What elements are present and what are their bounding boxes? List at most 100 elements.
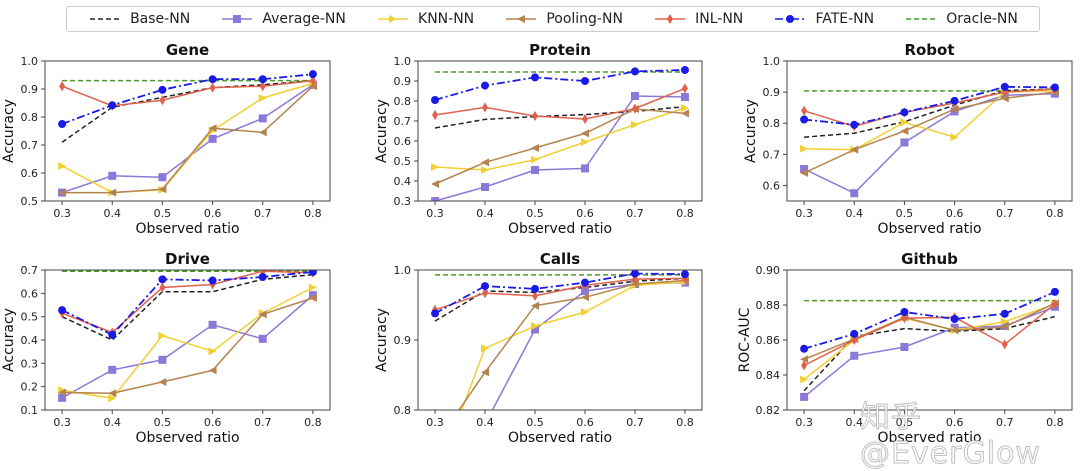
point-pooling-nn-marker: [481, 158, 490, 167]
series-line-average-nn: [491, 281, 686, 410]
point-inl-nn-marker: [159, 282, 166, 293]
y-tick-label: 0.1: [21, 404, 39, 417]
y-axis-label: Accuracy: [1, 308, 17, 372]
legend-item-average-nn: Average-NN: [220, 11, 346, 27]
point-average-nn-marker: [850, 351, 859, 360]
y-tick-label: 1.0: [394, 264, 412, 277]
series-line-base-nn: [803, 315, 1056, 392]
y-tick-label: 0.6: [21, 167, 39, 180]
y-tick-label: 0.82: [756, 404, 781, 417]
point-fate-nn-marker: [531, 73, 540, 82]
point-pooling-nn-marker: [58, 188, 67, 197]
series-line-base-nn: [804, 88, 1055, 138]
point-inl-nn-marker: [581, 114, 588, 124]
series-line-base-nn: [61, 273, 313, 341]
x-tick-label: 0.3: [426, 416, 444, 429]
chart-github: Github 0.3 0.4 0.5 0.6 0.7 0.8 0.82 0.84 0.86 0.88…: [737, 250, 1073, 446]
y-tick-label: 0.84: [756, 369, 781, 382]
point-pooling-nn-marker: [580, 129, 589, 138]
point-average-nn-marker: [580, 287, 589, 295]
point-knn-nn-marker: [431, 163, 440, 171]
series-line-fate-nn: [804, 85, 1055, 126]
legend-pooling-nn-marker: [517, 15, 526, 23]
point-average-nn-marker: [850, 189, 859, 198]
point-inl-nn-marker: [532, 290, 539, 301]
point-pooling-nn-marker: [950, 105, 959, 114]
series-line-knn-nn: [61, 286, 314, 400]
point-pooling-nn-marker: [800, 169, 809, 177]
y-tick-label: 0.3: [394, 195, 412, 208]
x-axis-label: Observed ratio: [135, 221, 239, 237]
series-group: [800, 287, 1059, 401]
y-tick-label: 0.3: [21, 357, 39, 370]
point-inl-nn-marker: [681, 83, 688, 94]
point-average-nn-marker: [800, 164, 809, 173]
point-knn-nn-marker: [800, 375, 809, 384]
x-axis-label: Observed ratio: [135, 430, 239, 446]
legend-swatch-knn-nn: [378, 15, 409, 23]
point-fate-nn-marker: [1000, 82, 1009, 91]
point-knn-nn-marker: [900, 118, 909, 127]
x-tick-label: 0.4: [104, 207, 122, 220]
legend-label: Oracle-NN: [946, 11, 1018, 27]
point-fate-nn-marker: [258, 75, 267, 84]
y-tick-label: 0.5: [394, 155, 412, 168]
point-average-nn-marker: [158, 355, 167, 364]
x-axis-label: Observed ratio: [508, 430, 612, 446]
series-line-fate-nn: [61, 73, 313, 125]
series-line-inl-nn: [434, 277, 686, 311]
point-fate-nn-marker: [580, 278, 589, 287]
x-tick-label: 0.4: [104, 416, 122, 429]
y-tick-label: 0.6: [763, 179, 781, 192]
chart-calls: Calls 0.3 0.4 0.5 0.6 0.7 0.8 0.8 0.9 1.0 Observed…: [374, 250, 703, 446]
x-tick-label: 0.3: [795, 416, 813, 429]
chart-title: Drive: [165, 250, 210, 268]
series-line-base-nn: [434, 105, 686, 129]
series-line-knn-nn: [460, 281, 686, 410]
x-axis-label: Observed ratio: [877, 430, 981, 446]
legend-swatch-average-nn: [222, 15, 253, 23]
legend-item-pooling-nn: Pooling-NN: [504, 11, 623, 27]
chart-title: Protein: [529, 41, 591, 59]
point-fate-nn-marker: [481, 282, 490, 291]
point-average-nn-marker: [258, 334, 267, 343]
x-tick-label: 0.6: [946, 416, 964, 429]
y-axis-label: Accuracy: [374, 99, 390, 163]
y-axis-label: ROC-AUC: [737, 307, 753, 372]
x-tick-label: 0.4: [846, 416, 864, 429]
series-line-fate-nn: [434, 69, 686, 101]
series-line-pooling-nn: [62, 85, 314, 194]
point-pooling-nn-marker: [108, 188, 117, 197]
figure: Gene 0.3 0.4 0.5 0.6 0.7 0.8 0.5 0.6 0.7 0.8 0.9 1.0…: [1, 41, 1073, 446]
x-tick-label: 0.7: [626, 207, 644, 220]
y-tick-label: 1.0: [394, 55, 412, 68]
series-line-average-nn: [434, 95, 686, 201]
y-tick-label: 0.9: [763, 86, 781, 99]
point-knn-nn-marker: [481, 344, 490, 353]
point-knn-nn-marker: [950, 133, 959, 142]
legend-label: FATE-NN: [815, 11, 875, 27]
point-average-nn-marker: [108, 365, 117, 374]
point-pooling-nn-marker: [431, 180, 440, 188]
point-average-nn-marker: [108, 171, 117, 180]
point-knn-nn-marker: [258, 93, 267, 102]
x-tick-label: 0.5: [896, 207, 914, 220]
y-tick-label: 0.7: [394, 115, 412, 128]
chart-robot: Robot 0.3 0.4 0.5 0.6 0.7 0.8 0.6 0.7 0.8 0.9 1.0 Ob…: [743, 41, 1073, 237]
x-tick-label: 0.6: [204, 416, 222, 429]
point-knn-nn-marker: [58, 162, 67, 170]
chart-title: Robot: [904, 41, 954, 59]
point-fate-nn-marker: [208, 276, 217, 285]
point-pooling-nn-marker: [531, 301, 540, 310]
point-pooling-nn-marker: [800, 355, 809, 364]
series-line-pooling-nn: [434, 108, 686, 185]
series-line-inl-nn: [803, 88, 1055, 128]
point-inl-nn-marker: [1051, 299, 1058, 310]
chart-protein: Protein 0.3 0.4 0.5 0.6 0.7 0.8 0.3 0.4 0.5 0.6 0.7…: [374, 41, 703, 237]
point-average-nn-marker: [800, 392, 809, 401]
point-fate-nn-marker: [431, 96, 440, 104]
y-tick-label: 0.8: [763, 117, 781, 130]
point-average-nn-marker: [900, 343, 909, 351]
x-tick-label: 0.3: [53, 207, 71, 220]
x-tick-label: 0.8: [1046, 416, 1064, 429]
